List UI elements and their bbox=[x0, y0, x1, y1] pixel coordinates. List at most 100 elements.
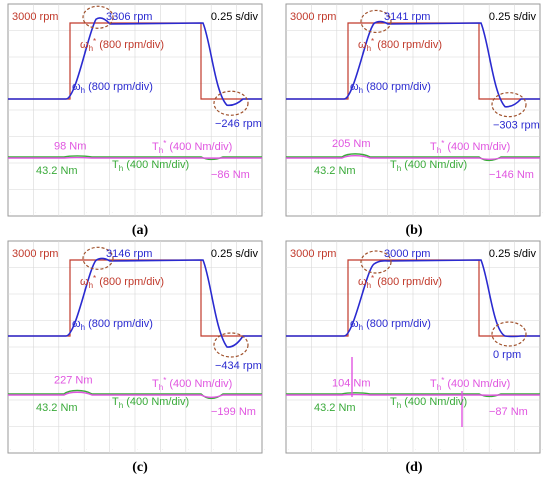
speed-line bbox=[286, 20, 540, 108]
ref-speed-label: 3000 rpm bbox=[290, 11, 336, 23]
tick-mark: · bbox=[466, 210, 467, 214]
caption-c: (c) bbox=[132, 460, 148, 475]
torque-label: Th (400 Nm/div) bbox=[112, 159, 189, 173]
ref-speed-label: 3000 rpm bbox=[290, 248, 336, 260]
torque-ref-label: Th* (400 Nm/div) bbox=[152, 376, 232, 392]
tick-mark: · bbox=[35, 210, 36, 214]
omega-label: ωh (800 rpm/div) bbox=[72, 81, 153, 95]
tick-mark: · bbox=[339, 210, 340, 214]
tick-mark: · bbox=[390, 447, 391, 451]
tick-mark: · bbox=[162, 447, 163, 451]
peak-speed-circle bbox=[82, 246, 114, 270]
panel-a: · · · · · · · · · · · 3000 rpm 3306 rpm 0.25 s/div ωh*… bbox=[7, 3, 265, 217]
caption-a: (a) bbox=[132, 223, 149, 238]
tick-mark: · bbox=[542, 447, 543, 451]
caption-b: (b) bbox=[405, 223, 422, 238]
tick-mark: · bbox=[542, 210, 543, 214]
torque-label: Th (400 Nm/div) bbox=[390, 159, 467, 173]
tick-mark: · bbox=[517, 447, 518, 451]
omega-ref-label: ωh* (800 rpm/div) bbox=[80, 37, 164, 53]
tick-mark: · bbox=[188, 447, 189, 451]
tick-mark: · bbox=[339, 447, 340, 451]
min-speed-label: −246 rpm bbox=[215, 118, 262, 130]
tick-mark: · bbox=[239, 210, 240, 214]
torque-label: Th (400 Nm/div) bbox=[390, 396, 467, 410]
tick-mark: · bbox=[86, 447, 87, 451]
tick-mark: · bbox=[415, 210, 416, 214]
peak-speed-label: 3141 rpm bbox=[384, 11, 430, 23]
tick-mark: · bbox=[61, 447, 62, 451]
omega-ref-label: ωh* (800 rpm/div) bbox=[358, 37, 442, 53]
peak-speed-label: 3000 rpm bbox=[384, 248, 430, 260]
min-speed-label: −434 rpm bbox=[215, 360, 262, 372]
min-speed-label: 0 rpm bbox=[493, 349, 521, 361]
torque-peak-label: 104 Nm bbox=[332, 377, 371, 389]
tick-mark: · bbox=[239, 447, 240, 451]
tick-mark: · bbox=[264, 210, 265, 214]
panel-c: · · · · · · · · · · · 3000 rpm 3146 rpm 0.25 s/div ωh*… bbox=[7, 240, 265, 454]
min-speed-label: −303 rpm bbox=[493, 120, 540, 132]
tick-mark: · bbox=[440, 447, 441, 451]
peak-speed-circle bbox=[360, 9, 392, 34]
tick-mark: · bbox=[313, 210, 314, 214]
tick-mark: · bbox=[491, 210, 492, 214]
caption-d: (d) bbox=[405, 460, 422, 475]
tick-mark: · bbox=[466, 447, 467, 451]
omega-label: ωh (800 rpm/div) bbox=[350, 318, 431, 332]
peak-speed-label: 3146 rpm bbox=[106, 248, 152, 260]
speed-line bbox=[286, 259, 540, 338]
tick-mark: · bbox=[213, 210, 214, 214]
min-speed-circle bbox=[213, 332, 249, 358]
omega-ref-label: ωh* (800 rpm/div) bbox=[80, 274, 164, 290]
torque-peak-label: 205 Nm bbox=[332, 138, 371, 150]
time-scale-label: 0.25 s/div bbox=[211, 248, 259, 260]
tick-mark: · bbox=[364, 447, 365, 451]
peak-speed-label: 3306 rpm bbox=[106, 11, 152, 23]
torque-neg-label: −199 Nm bbox=[211, 406, 256, 418]
omega-label: ωh (800 rpm/div) bbox=[350, 81, 431, 95]
peak-speed-circle bbox=[360, 250, 392, 274]
torque-ref-label: Th* (400 Nm/div) bbox=[430, 376, 510, 392]
time-scale-label: 0.25 s/div bbox=[489, 11, 537, 23]
min-speed-circle bbox=[491, 92, 527, 118]
min-speed-circle bbox=[491, 321, 527, 347]
torque-reference-line bbox=[8, 391, 262, 398]
tick-mark: · bbox=[10, 210, 11, 214]
panel-b: · · · · · · · · · · · 3000 rpm 3141 rpm 0.25 s/div ωh*… bbox=[285, 3, 543, 217]
tick-mark: · bbox=[137, 210, 138, 214]
torque-level-label: 43.2 Nm bbox=[314, 165, 356, 177]
tick-mark: · bbox=[415, 447, 416, 451]
torque-neg-label: −87 Nm bbox=[489, 406, 528, 418]
tick-mark: · bbox=[288, 447, 289, 451]
min-speed-circle bbox=[213, 90, 249, 116]
tick-mark: · bbox=[188, 210, 189, 214]
omega-ref-label: ωh* (800 rpm/div) bbox=[358, 274, 442, 290]
speed-line bbox=[8, 17, 262, 107]
tick-mark: · bbox=[61, 210, 62, 214]
time-scale-label: 0.25 s/div bbox=[211, 11, 259, 23]
tick-mark: · bbox=[390, 210, 391, 214]
tick-mark: · bbox=[112, 210, 113, 214]
torque-neg-label: −86 Nm bbox=[211, 169, 250, 181]
tick-mark: · bbox=[313, 447, 314, 451]
tick-mark: · bbox=[517, 210, 518, 214]
time-scale-label: 0.25 s/div bbox=[489, 248, 537, 260]
tick-mark: · bbox=[35, 447, 36, 451]
speed-line bbox=[8, 257, 262, 348]
tick-mark: · bbox=[264, 447, 265, 451]
tick-mark: · bbox=[10, 447, 11, 451]
tick-mark: · bbox=[288, 210, 289, 214]
torque-level-label: 43.2 Nm bbox=[314, 402, 356, 414]
torque-neg-label: −146 Nm bbox=[489, 169, 534, 181]
panel-d: · · · · · · · · · · · 3000 rpm 3000 rpm 0.25 s/div ωh*… bbox=[285, 240, 543, 454]
tick-mark: · bbox=[213, 447, 214, 451]
tick-mark: · bbox=[112, 447, 113, 451]
torque-reference-line bbox=[286, 154, 540, 160]
torque-label: Th (400 Nm/div) bbox=[112, 396, 189, 410]
tick-mark: · bbox=[364, 210, 365, 214]
peak-speed-circle bbox=[82, 5, 114, 29]
tick-mark: · bbox=[491, 447, 492, 451]
tick-mark: · bbox=[440, 210, 441, 214]
torque-ref-label: Th* (400 Nm/div) bbox=[152, 139, 232, 155]
